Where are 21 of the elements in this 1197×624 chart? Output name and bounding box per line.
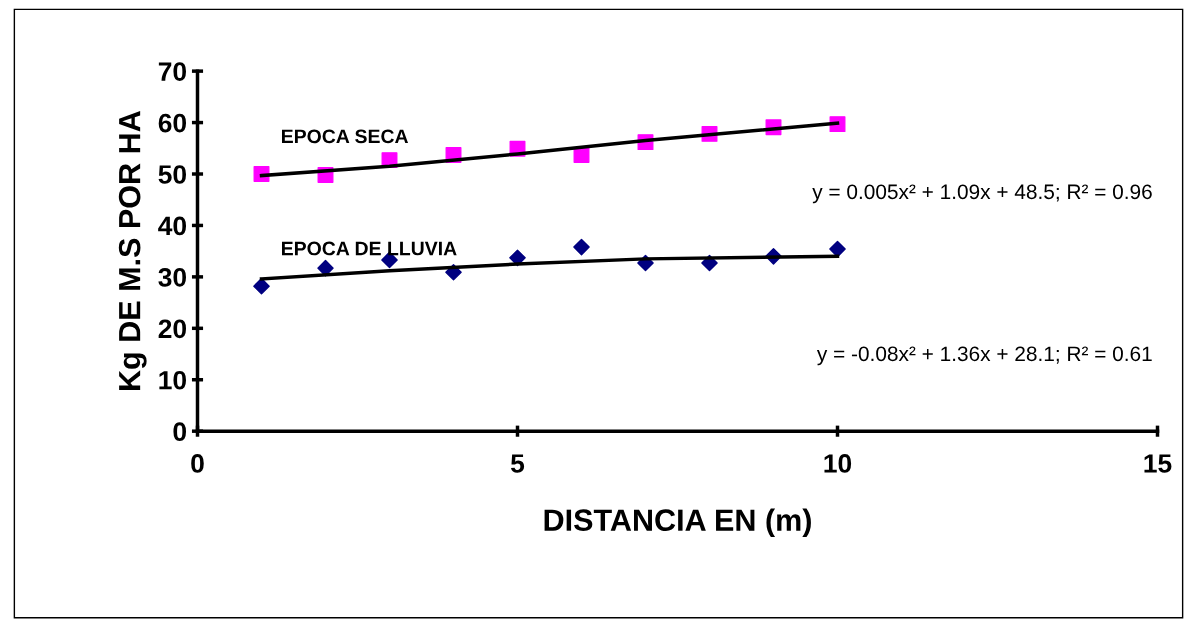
series-label: EPOCA DE LLUVIA [282,241,457,256]
y-tick-label: 20 [158,319,187,339]
y-tick-label: 0 [173,422,187,442]
y-tick-label: 40 [158,216,187,236]
y-tick-label: 50 [158,165,187,184]
y-tick-label: 70 [158,62,187,81]
point [253,277,270,295]
x-tick-label: 0 [191,454,204,473]
x-axis-title: DISTANCIA EN (m) [544,508,811,538]
x-tick-label: 10 [824,454,852,473]
annotation: y = -0.08x² + 1.36x + 28.1; R² = 0.61 [816,346,1152,366]
y-tick-label: 60 [158,113,187,133]
y-axis-title: Kg DE M.S POR HA [118,111,147,391]
point [573,238,590,256]
y-tick-label: 30 [158,268,187,287]
annotation: y = 0.005x² + 1.09x + 48.5; R² = 0.96 [812,184,1152,204]
y-tick-label: 10 [159,370,187,390]
point [829,240,846,258]
x-tick-label: 5 [510,454,525,473]
series-label: EPOCA SECA [282,129,409,144]
x-tick-label: 15 [1144,454,1172,473]
